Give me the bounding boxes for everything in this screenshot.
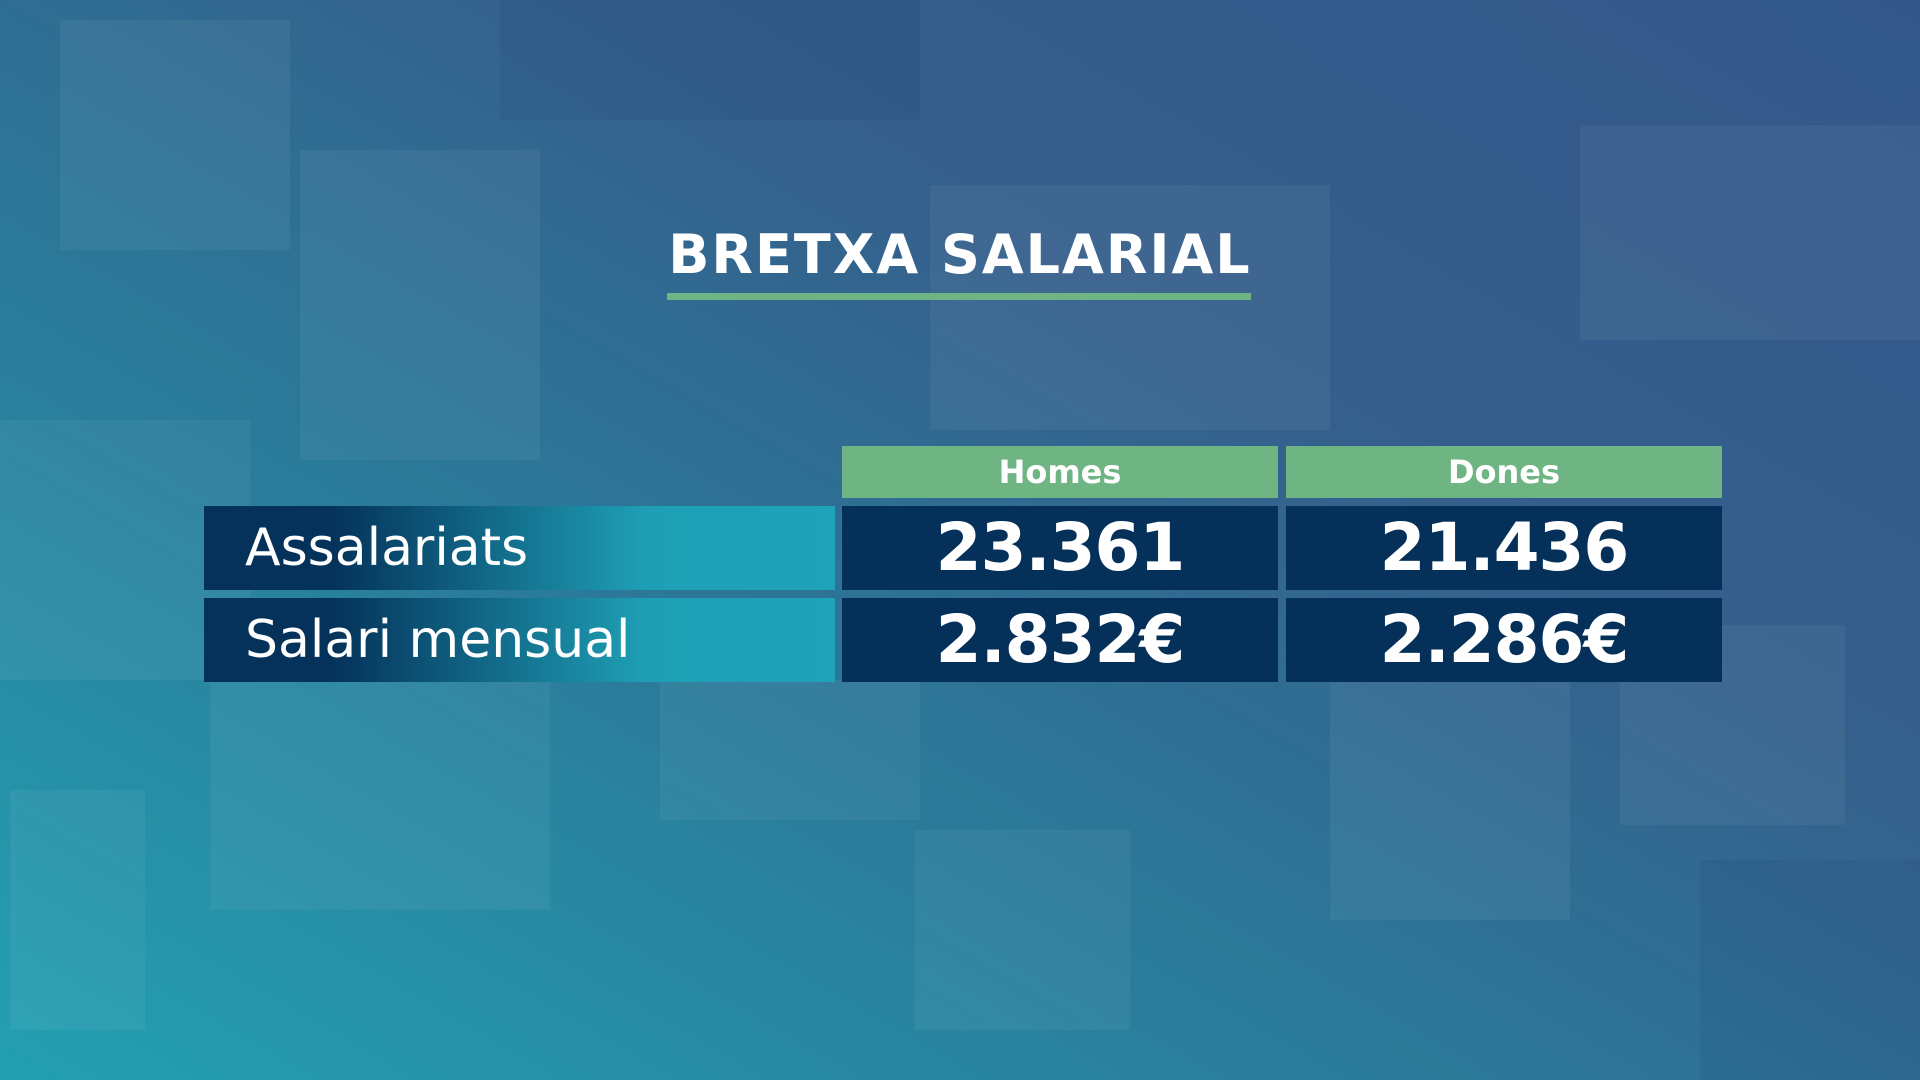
row-label: Salari mensual — [204, 598, 835, 682]
bg-square — [210, 680, 550, 910]
table-cell: 2.832€ — [842, 598, 1278, 682]
row-label: Assalariats — [204, 506, 835, 590]
column-header: Dones — [1286, 446, 1722, 498]
column-header: Homes — [842, 446, 1278, 498]
bg-square — [300, 150, 540, 460]
bg-square — [660, 680, 920, 820]
bg-square — [915, 830, 1130, 1030]
title: BRETXA SALARIAL — [668, 223, 1252, 286]
bg-square — [10, 790, 145, 1030]
bg-square — [930, 185, 1330, 430]
table-cell: 21.436 — [1286, 506, 1722, 590]
title-underline — [667, 293, 1251, 300]
bg-square — [1580, 125, 1920, 340]
bg-square — [1330, 680, 1570, 920]
table-cell: 23.361 — [842, 506, 1278, 590]
bg-square — [500, 0, 920, 120]
bg-square — [1700, 860, 1920, 1080]
bg-square — [60, 20, 290, 250]
table-cell: 2.286€ — [1286, 598, 1722, 682]
